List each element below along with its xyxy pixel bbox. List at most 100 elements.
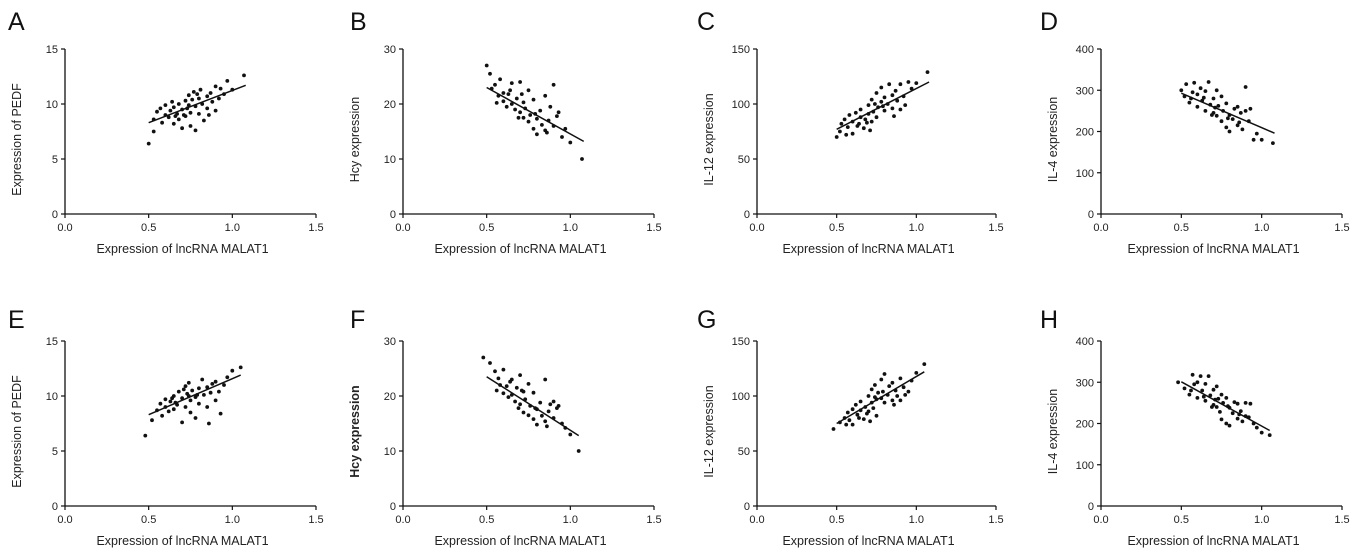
data-point: [225, 375, 230, 380]
data-point: [181, 113, 186, 117]
x-tick: 1.0: [1254, 214, 1269, 234]
data-point: [857, 121, 861, 126]
data-point: [186, 103, 191, 107]
y-tick: 20: [384, 391, 403, 403]
panel-letter: A: [8, 8, 25, 36]
data-point: [845, 410, 850, 415]
data-point: [528, 113, 533, 117]
regression-line: [486, 86, 585, 143]
data-point: [892, 402, 896, 407]
data-point: [481, 355, 486, 360]
x-tick: 1.0: [909, 506, 924, 526]
data-point: [1214, 384, 1219, 389]
data-point: [1227, 129, 1232, 134]
data-point: [874, 413, 879, 418]
data-point: [208, 91, 213, 95]
x-tick-label: 1.5: [308, 514, 323, 526]
x-tick-label: 1.5: [646, 514, 661, 526]
x-tick-label: 1.0: [909, 514, 924, 526]
data-point: [914, 81, 919, 85]
data-point: [869, 119, 874, 124]
data-point: [1224, 125, 1229, 130]
y-tick-label: 200: [1076, 127, 1094, 139]
data-point: [181, 387, 186, 392]
data-point: [1211, 96, 1216, 101]
data-point: [868, 128, 872, 133]
data-point: [513, 399, 517, 404]
y-tick: 100: [1076, 460, 1101, 472]
data-point: [183, 384, 188, 388]
data-point: [1179, 88, 1184, 93]
regression-line: [1181, 92, 1275, 134]
data-point: [1198, 86, 1203, 91]
data-point: [890, 93, 895, 98]
panel-c: C 0 50 100 150 0.0 0.5 1.0 1.5 Expression of lncR…: [697, 8, 1004, 256]
x-tick-label: 0.0: [749, 514, 764, 526]
data-point: [545, 424, 549, 429]
x-axis-label: Expression of lncRNA MALAT1: [782, 534, 954, 548]
data-point: [200, 377, 205, 382]
data-point: [526, 382, 531, 386]
data-point: [526, 119, 531, 124]
data-point: [493, 369, 497, 374]
x-tick: 0.5: [141, 506, 156, 526]
data-point: [176, 117, 181, 122]
x-tick-label: 0.5: [479, 514, 494, 526]
data-point: [506, 395, 511, 399]
data-point: [190, 97, 195, 102]
x-tick: 1.0: [563, 214, 578, 234]
x-tick-label: 1.5: [308, 222, 323, 234]
data-point: [535, 422, 539, 427]
data-point: [158, 106, 163, 111]
data-point: [866, 394, 871, 398]
data-point: [847, 418, 852, 423]
data-point: [903, 393, 908, 397]
data-point: [1216, 396, 1221, 401]
y-tick-label: 10: [46, 391, 58, 403]
data-point: [183, 98, 188, 103]
data-point: [1235, 401, 1240, 406]
data-point: [545, 130, 549, 135]
data-point: [1195, 92, 1200, 97]
data-point: [853, 110, 858, 115]
data-point: [160, 120, 165, 125]
x-tick: 0.0: [395, 214, 411, 234]
data-point: [850, 422, 855, 427]
data-point: [521, 100, 526, 105]
data-point: [183, 405, 188, 409]
x-axis-label: Expression of lncRNA MALAT1: [1127, 242, 1299, 256]
data-point: [551, 399, 556, 404]
data-point: [218, 86, 223, 91]
y-tick-label: 0: [390, 501, 396, 513]
x-tick-label: 1.5: [988, 514, 1003, 526]
y-axis-label: Hcy expression: [348, 385, 362, 477]
data-point: [1214, 405, 1219, 409]
data-point: [484, 63, 489, 68]
data-point: [1251, 137, 1256, 142]
x-tick: 0.5: [479, 506, 494, 526]
y-tick-label: 20: [384, 391, 396, 403]
data-point: [168, 108, 173, 113]
data-point: [1214, 88, 1219, 93]
panel-letter: F: [350, 306, 365, 334]
data-point: [238, 365, 243, 370]
y-tick-label: 0: [52, 209, 58, 221]
data-point: [207, 421, 211, 426]
data-point: [501, 91, 506, 95]
y-tick-label: 5: [52, 446, 58, 458]
x-tick: 1.5: [308, 214, 324, 234]
data-point: [1190, 90, 1195, 95]
x-tick-label: 0.5: [829, 222, 844, 234]
y-tick: 300: [1076, 377, 1101, 389]
x-tick-label: 1.5: [1334, 514, 1349, 526]
data-point: [909, 86, 914, 91]
x-tick: 1.0: [909, 214, 924, 234]
y-tick: 100: [732, 99, 757, 111]
data-point: [188, 110, 193, 115]
data-point: [1219, 392, 1224, 397]
data-point: [922, 362, 927, 366]
data-point: [555, 114, 559, 118]
data-point: [494, 101, 499, 105]
y-tick: 400: [1076, 336, 1101, 348]
x-tick: 0.0: [749, 506, 765, 526]
